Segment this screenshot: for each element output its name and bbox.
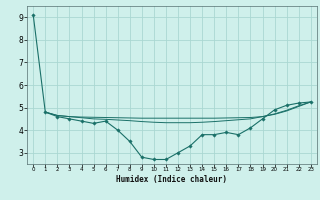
X-axis label: Humidex (Indice chaleur): Humidex (Indice chaleur) — [116, 175, 228, 184]
